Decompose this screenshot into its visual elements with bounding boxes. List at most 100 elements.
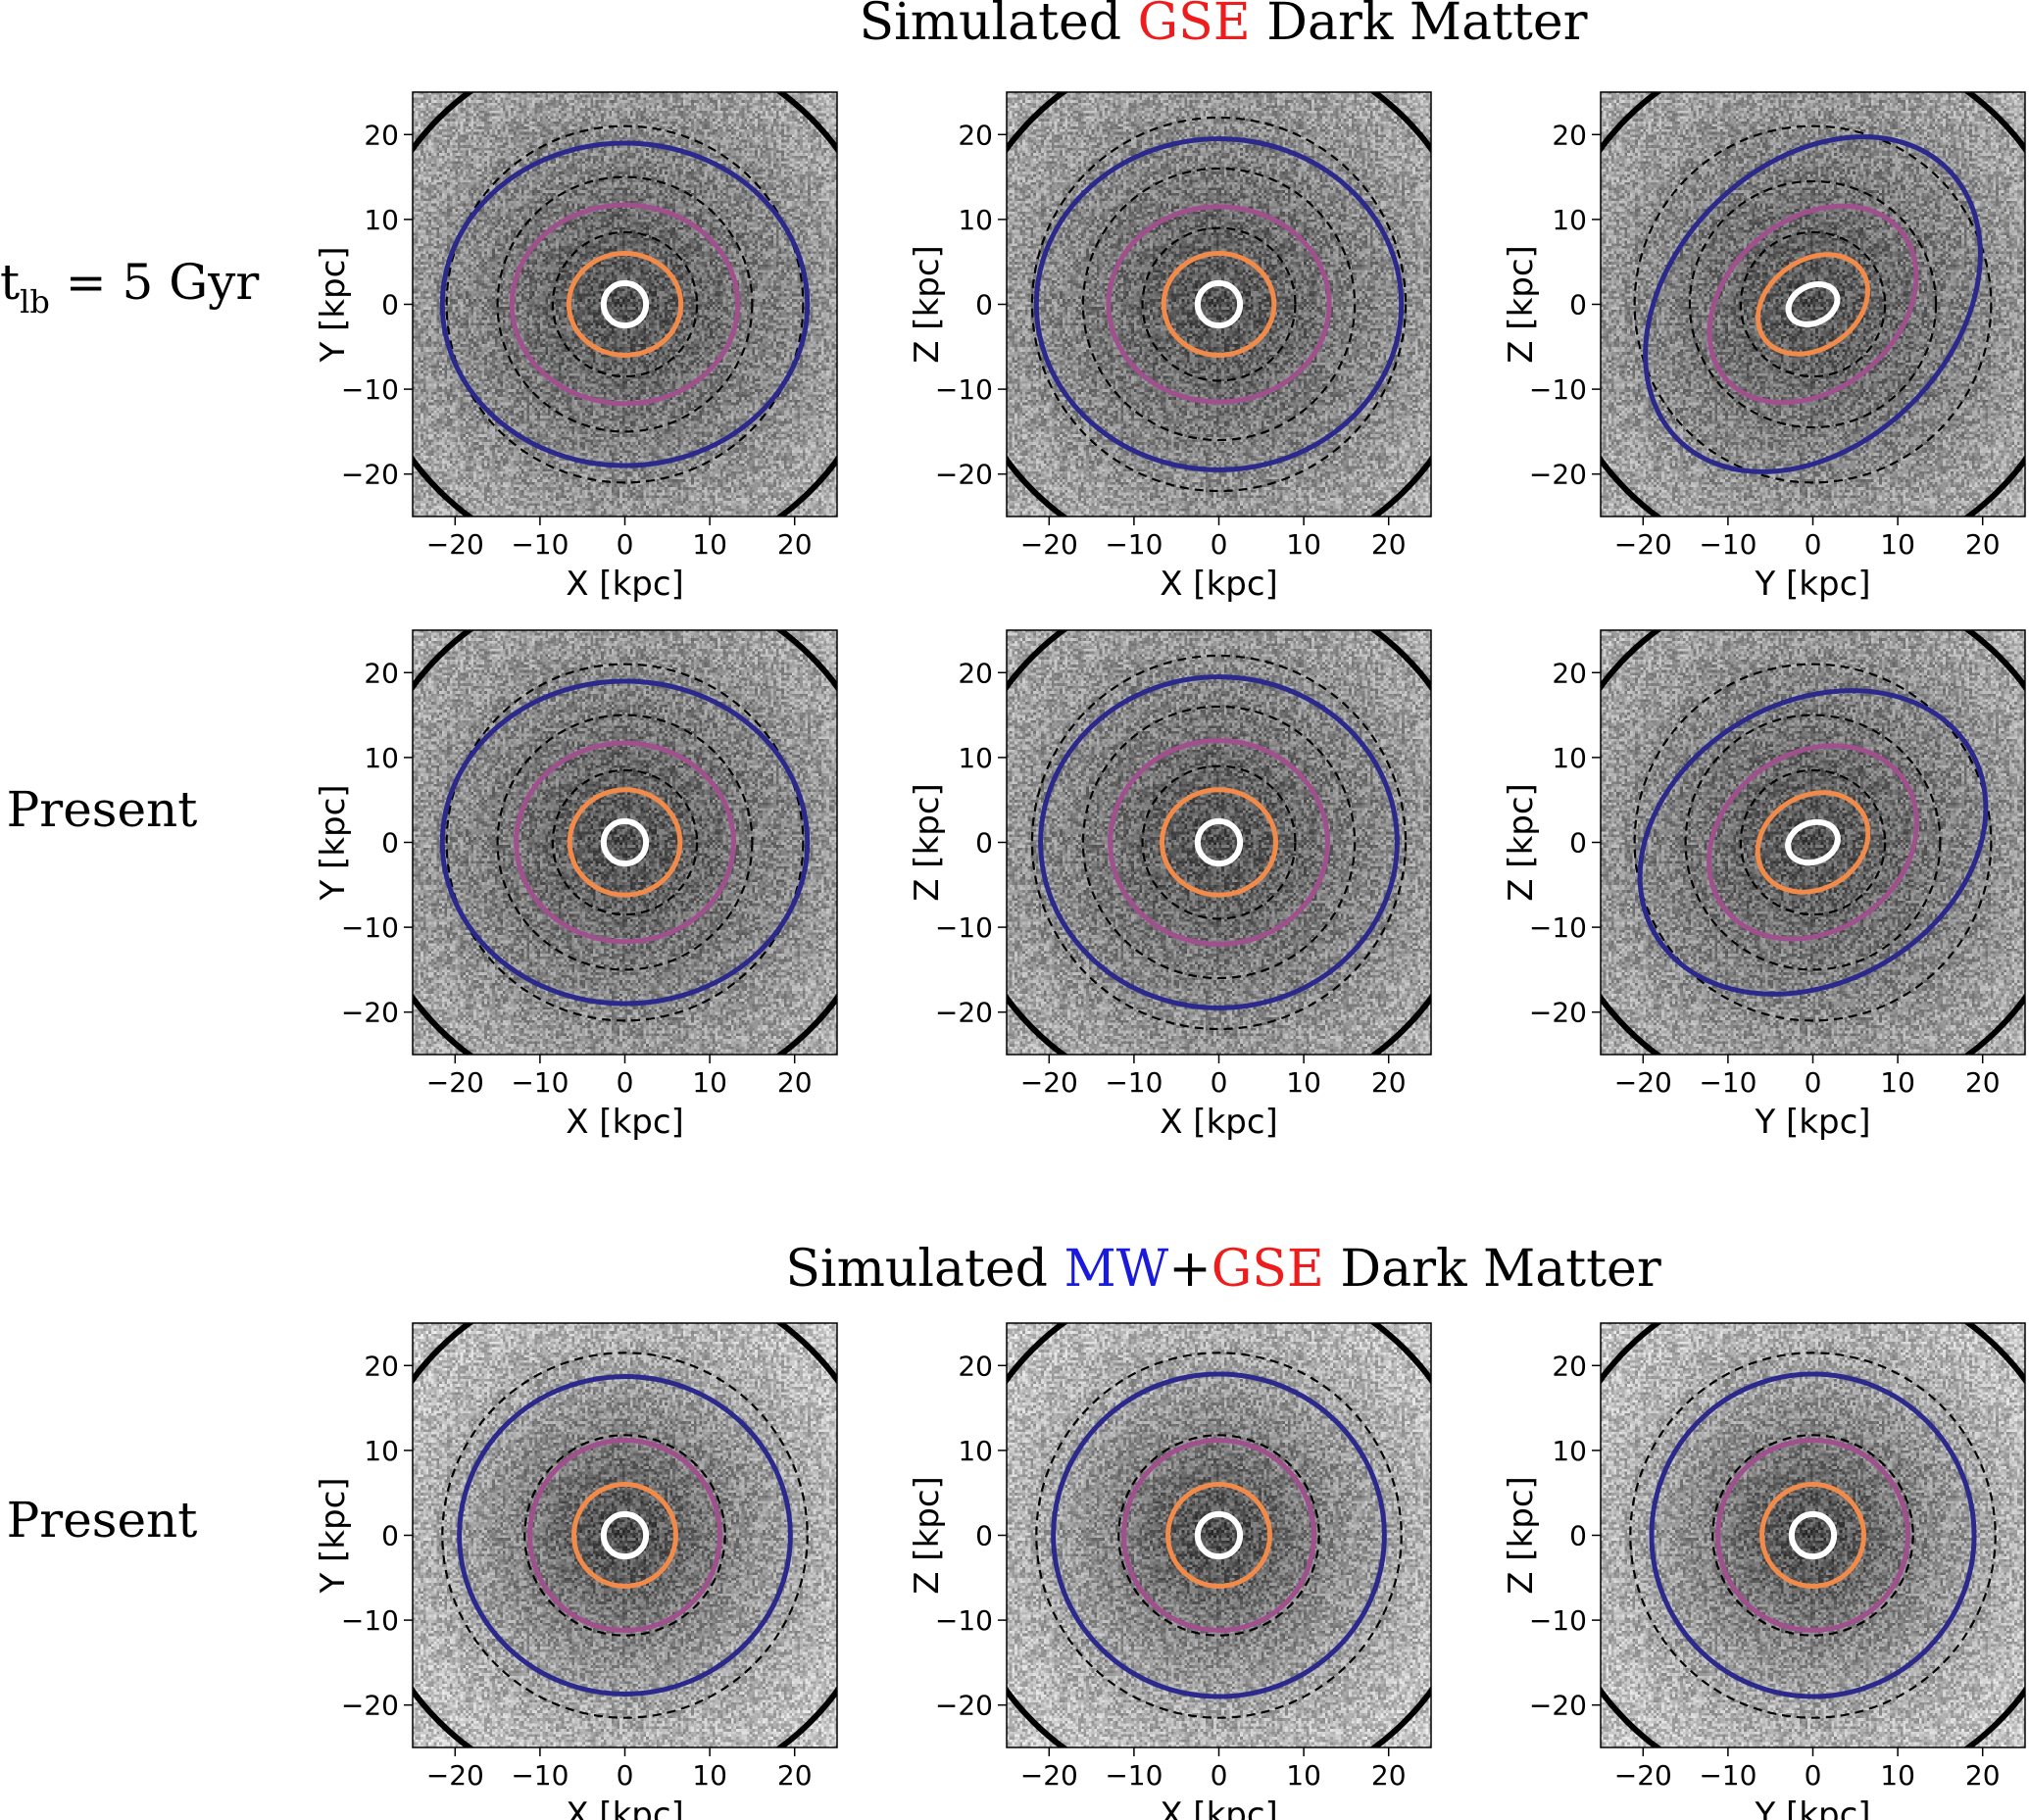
heatmap-noise — [413, 92, 837, 516]
dashed-contour-1 — [1684, 713, 1942, 971]
x-tick-label: 10 — [1286, 528, 1321, 561]
y-tick-label: 20 — [958, 1350, 993, 1382]
x-tick-label: 10 — [1880, 528, 1915, 561]
x-tick-label: −20 — [426, 1066, 484, 1099]
y-tick-label: −10 — [341, 911, 399, 944]
x-tick-label: 10 — [1880, 1066, 1915, 1099]
ellipse-white — [1785, 281, 1841, 327]
y-axis-label: Z [kpc] — [908, 245, 947, 364]
y-tick-label: 10 — [1552, 204, 1587, 236]
y-tick-label: 10 — [364, 1435, 399, 1467]
y-tick-label: −10 — [1529, 911, 1587, 944]
x-tick-label: 10 — [692, 528, 727, 561]
bottom-title-mw: MW — [1064, 1240, 1168, 1299]
panel-gse-5gyr-xy: −20 −10 0 10 20 −20 −10 0 10 20 X [kpc] Y [kpc] — [314, 91, 838, 604]
dashed-contour-0 — [1739, 230, 1887, 378]
dashed-contour-2 — [1030, 116, 1408, 493]
x-axis-label: X [kpc] — [1160, 1795, 1278, 1820]
x-axis-label: X [kpc] — [1160, 1103, 1278, 1142]
panel-mwgse-present-xz: −20 −10 0 10 20 −20 −10 0 10 20 X [kpc] Z [kpc] — [908, 1322, 1432, 1820]
y-tick-label: 10 — [1552, 1435, 1587, 1467]
x-tick-label: −20 — [1020, 1066, 1078, 1099]
x-tick-label: 0 — [617, 528, 634, 561]
dashed-contour-1 — [496, 175, 754, 433]
top-title: Simulated GSE Dark Matter — [859, 0, 1587, 52]
y-tick-label: −10 — [1529, 373, 1587, 406]
x-tick-label: 20 — [1965, 1759, 2001, 1792]
x-tick-label: −10 — [1699, 528, 1757, 561]
dashed-contour-2 — [445, 124, 805, 484]
x-tick-label: 0 — [1211, 1066, 1228, 1099]
ellipse-white — [1788, 1510, 1838, 1560]
ellipse-orange — [1755, 790, 1871, 895]
y-axis-label: Y [kpc] — [314, 1477, 353, 1594]
ellipse-white — [600, 279, 650, 329]
heatmap-noise — [1007, 92, 1431, 516]
y-axis-label: Y [kpc] — [314, 246, 353, 363]
ellipse-purple — [514, 740, 736, 945]
x-tick-label: −10 — [1699, 1066, 1757, 1099]
ellipse-orange — [1165, 1482, 1272, 1589]
x-tick-label: −20 — [1020, 528, 1078, 561]
ellipse-white — [600, 817, 650, 867]
x-tick-label: 0 — [1805, 1066, 1822, 1099]
x-tick-label: 0 — [1211, 1759, 1228, 1792]
dashed-contour-2 — [1030, 654, 1408, 1031]
y-tick-label: 0 — [381, 1520, 399, 1552]
dashed-contour-0 — [1141, 226, 1297, 382]
heatmap-noise — [1601, 1323, 2025, 1747]
top-title-suffix: Dark Matter — [1251, 0, 1588, 52]
dashed-contour-1 — [1081, 705, 1357, 980]
heatmap-noise — [1007, 630, 1431, 1055]
x-tick-label: 20 — [1371, 1066, 1407, 1099]
dashed-contour-0 — [1117, 1434, 1320, 1637]
x-tick-label: 20 — [777, 1066, 813, 1099]
y-tick-label: 20 — [958, 119, 993, 151]
y-tick-label: 10 — [958, 1435, 993, 1467]
y-axis-label: Y [kpc] — [314, 784, 353, 901]
ellipse-blue — [1033, 136, 1405, 472]
ellipse-orange — [566, 251, 684, 358]
x-tick-label: 20 — [777, 1759, 813, 1792]
x-axis-label: Y [kpc] — [1754, 1103, 1870, 1142]
bottom-title-suffix: Dark Matter — [1324, 1240, 1661, 1299]
panel-mwgse-present-yz: −20 −10 0 10 20 −20 −10 0 10 20 Y [kpc] Z [kpc] — [1502, 1322, 2026, 1820]
ellipse-purple — [1715, 1438, 1910, 1633]
ellipse-purple — [527, 1438, 722, 1633]
dashed-contour-1 — [1629, 1352, 1997, 1719]
panel-gse-5gyr-yz: −20 −10 0 10 20 −20 −10 0 10 20 Y [kpc] Z [kpc] — [1502, 91, 2026, 604]
y-tick-label: −20 — [935, 459, 993, 491]
ellipse-orange — [1161, 251, 1277, 358]
x-tick-label: 20 — [1965, 528, 2001, 561]
panel-gse-present-xy: −20 −10 0 10 20 −20 −10 0 10 20 X [kpc] Y [kpc] — [314, 629, 838, 1142]
heatmap-noise — [413, 630, 837, 1055]
ellipse-orange — [1759, 1482, 1866, 1589]
y-tick-label: 0 — [1569, 1520, 1587, 1552]
y-tick-label: 20 — [364, 657, 399, 689]
ellipse-orange — [571, 1482, 678, 1589]
y-tick-label: 0 — [975, 1520, 993, 1552]
y-tick-label: 20 — [958, 657, 993, 689]
bottom-title-gse: GSE — [1212, 1240, 1324, 1299]
x-tick-label: −10 — [511, 1066, 569, 1099]
y-axis-label: Z [kpc] — [908, 783, 947, 902]
ellipse-white — [1194, 279, 1244, 329]
y-axis-label: Z [kpc] — [1502, 783, 1541, 902]
ellipse-purple — [1121, 1438, 1316, 1633]
y-tick-label: −10 — [935, 1604, 993, 1637]
x-tick-label: 0 — [1805, 528, 1822, 561]
x-tick-label: 10 — [1286, 1759, 1321, 1792]
ellipse-purple — [1707, 743, 1919, 942]
x-tick-label: 10 — [1286, 1066, 1321, 1099]
y-tick-label: 0 — [1569, 289, 1587, 321]
x-tick-label: 10 — [692, 1759, 727, 1792]
x-tick-label: −20 — [426, 1759, 484, 1792]
y-tick-label: −20 — [341, 1690, 399, 1722]
ellipse-purple — [1707, 203, 1919, 406]
ellipse-white — [1194, 817, 1244, 867]
y-axis-label: Z [kpc] — [908, 1476, 947, 1595]
y-tick-label: −10 — [1529, 1604, 1587, 1637]
y-tick-label: −10 — [935, 373, 993, 406]
x-tick-label: −20 — [1614, 1066, 1672, 1099]
